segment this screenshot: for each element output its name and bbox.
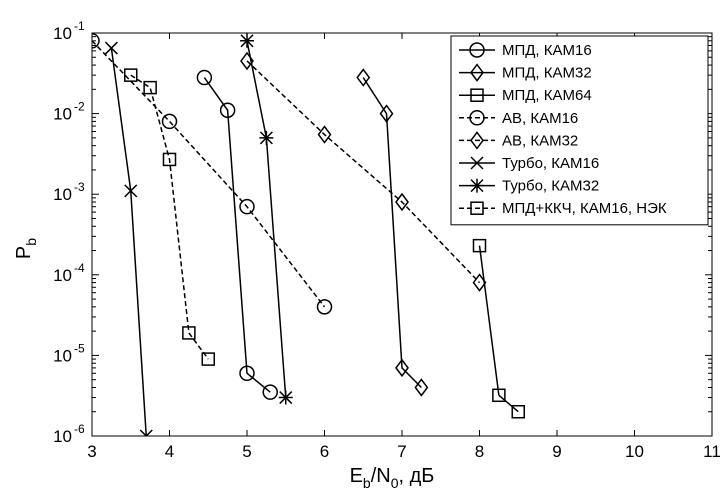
data-point <box>259 130 274 145</box>
data-point <box>196 69 213 86</box>
data-point <box>124 184 138 198</box>
legend-item: МПД, КАМ16 <box>459 42 592 59</box>
series-line <box>362 77 422 389</box>
series-line <box>246 60 481 284</box>
legend-label: МПД, КАМ64 <box>502 87 592 104</box>
legend-item: Турбо, КАМ32 <box>459 178 599 195</box>
x-tick-label: 9 <box>552 442 561 461</box>
x-tick-label: 6 <box>320 442 329 461</box>
y-tick-exponent: -1 <box>74 19 85 33</box>
x-axis-label: Eb/N0, дБ <box>350 465 435 491</box>
legend-marker <box>470 131 484 150</box>
legend-item: АВ, КАМ32 <box>459 131 578 150</box>
legend-label: АВ, КАМ16 <box>502 110 578 127</box>
y-tick-exponent: -2 <box>74 100 85 114</box>
data-point <box>124 68 138 82</box>
data-point <box>317 125 332 144</box>
data-point <box>395 358 409 378</box>
series-0 <box>196 69 278 400</box>
series-line <box>203 77 271 393</box>
legend-marker <box>470 88 484 102</box>
data-point <box>278 390 293 405</box>
legend-item: АВ, КАМ16 <box>459 110 578 127</box>
data-point <box>511 404 525 419</box>
data-point <box>219 102 236 119</box>
legend-marker <box>470 156 484 170</box>
series-line <box>92 40 326 308</box>
series-3 <box>92 33 333 315</box>
legend-label: Турбо, КАМ32 <box>502 178 599 195</box>
series-7 <box>124 68 215 366</box>
legend-marker <box>470 201 484 215</box>
series-layer <box>92 33 525 436</box>
y-tick-exponent: -5 <box>74 341 85 355</box>
series-line <box>498 394 519 413</box>
data-point <box>143 80 157 95</box>
x-tick-label: 3 <box>87 442 96 461</box>
legend-marker <box>469 42 485 58</box>
data-point <box>161 113 178 130</box>
legend-marker <box>469 110 485 126</box>
data-point <box>356 68 371 87</box>
legend-item: МПД, КАМ64 <box>459 87 592 104</box>
y-tick-exponent: -4 <box>74 261 85 275</box>
legend-item: МПД, КАМ32 <box>459 63 592 82</box>
legend-label: МПД, КАМ32 <box>502 65 592 82</box>
legend-label: МПД, КАМ16 <box>502 42 592 59</box>
legend-item: Турбо, КАМ16 <box>459 155 599 172</box>
legend-box <box>450 35 709 226</box>
x-tick-label: 5 <box>242 442 251 461</box>
legend-marker <box>470 63 484 82</box>
extra-segment-line <box>478 245 500 396</box>
legend-item: МПД+ККЧ, КАМ16, НЭК <box>459 200 667 217</box>
x-tick-label: 7 <box>397 442 406 461</box>
legend-label: АВ, КАМ32 <box>502 132 578 149</box>
data-point <box>182 326 196 340</box>
legend-marker <box>470 178 484 193</box>
y-axis-label: Pb <box>13 238 39 259</box>
series-5 <box>104 41 153 436</box>
data-point <box>92 33 100 49</box>
data-point <box>240 33 254 48</box>
y-tick-label: 10 <box>53 24 72 43</box>
data-point <box>262 384 278 400</box>
y-tick-label: 10 <box>53 266 72 285</box>
y-tick-label: 10 <box>53 427 72 446</box>
y-tick-label: 10 <box>53 185 72 204</box>
y-tick-exponent: -6 <box>74 422 85 436</box>
data-point <box>104 41 118 55</box>
x-tick-label: 10 <box>625 442 644 461</box>
data-point <box>414 378 429 397</box>
series-6 <box>240 33 293 405</box>
x-tick-label: 11 <box>703 442 721 461</box>
x-tick-label: 4 <box>165 442 174 461</box>
legend: МПД, КАМ16 МПД, КАМ32 МПД, КАМ64 АВ, КАМ16 А… <box>450 35 709 226</box>
series-2 <box>492 388 525 419</box>
x-tick-label: 8 <box>475 442 484 461</box>
y-tick-label: 10 <box>53 346 72 365</box>
data-point <box>395 192 409 212</box>
series-line <box>130 74 209 360</box>
extra-segment-1 <box>472 238 487 253</box>
data-point <box>139 429 153 436</box>
data-point <box>472 238 487 253</box>
data-point <box>239 198 255 215</box>
data-point <box>379 104 394 123</box>
data-point <box>316 299 333 315</box>
data-point <box>201 352 215 366</box>
data-point <box>239 365 255 382</box>
y-tick-exponent: -3 <box>74 180 85 194</box>
y-tick-label: 10 <box>53 105 72 124</box>
legend-label: Турбо, КАМ16 <box>502 155 599 172</box>
legend-label: МПД+ККЧ, КАМ16, НЭК <box>502 200 667 217</box>
data-point <box>162 152 177 167</box>
extra-segment-0 <box>478 245 500 396</box>
series-1 <box>356 68 429 397</box>
data-point <box>492 388 506 403</box>
